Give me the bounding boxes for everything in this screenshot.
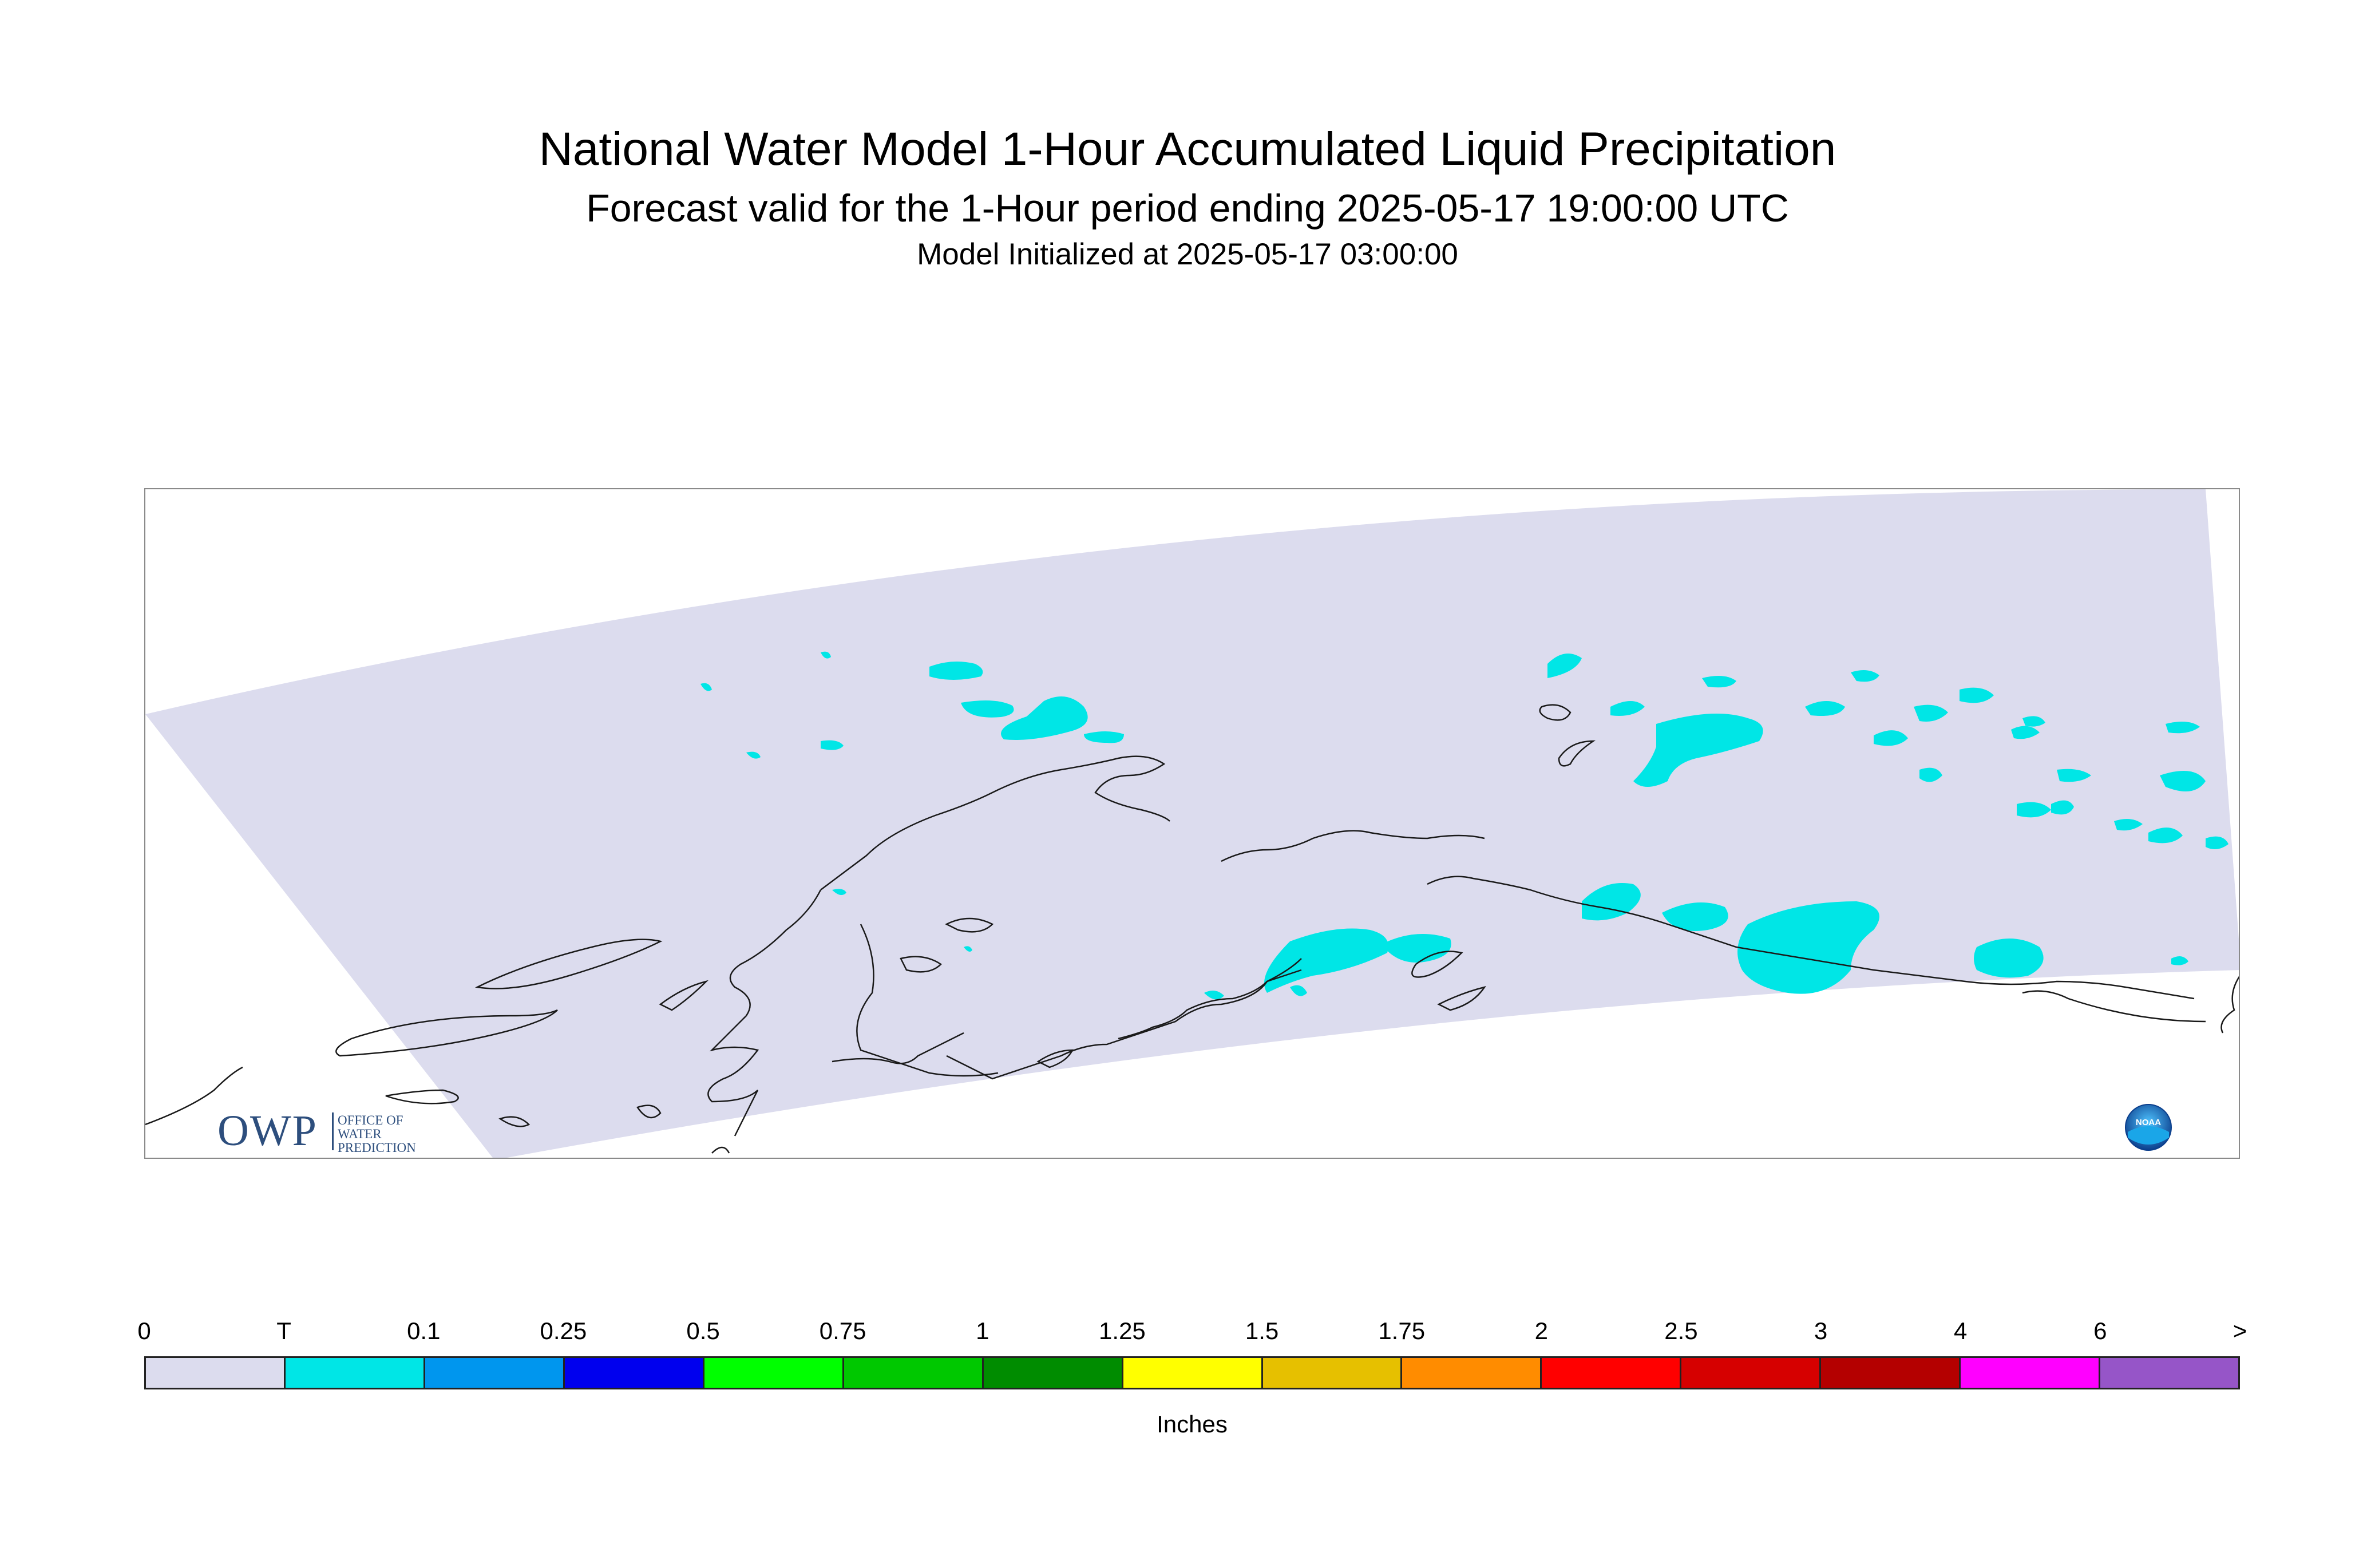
legend-tick-label: 6 bbox=[2093, 1317, 2107, 1344]
legend-swatch bbox=[1262, 1358, 1403, 1388]
legend-tick-label: 1.25 bbox=[1099, 1317, 1146, 1344]
owp-logo-line-1: OFFICE OF bbox=[338, 1113, 403, 1127]
precip-trace-areas bbox=[700, 651, 2228, 1000]
legend-swatch bbox=[425, 1358, 565, 1388]
legend-tick-label: T bbox=[276, 1317, 291, 1344]
model-domain bbox=[145, 489, 2239, 1158]
legend-tick-label: 2.5 bbox=[1664, 1317, 1698, 1344]
legend-colorbar bbox=[144, 1356, 2240, 1389]
legend-tick-label: 4 bbox=[1954, 1317, 1968, 1344]
map-subtitle: Forecast valid for the 1-Hour period end… bbox=[586, 187, 1789, 230]
legend-tick-label: > bbox=[2232, 1317, 2247, 1344]
legend-swatch bbox=[2100, 1358, 2239, 1388]
map-canvas bbox=[145, 489, 2239, 1158]
legend-swatch bbox=[1402, 1358, 1542, 1388]
coastlines bbox=[145, 704, 2239, 1154]
map-panel bbox=[144, 488, 2240, 1159]
legend-swatch bbox=[285, 1358, 425, 1388]
legend-tick-label: 0.25 bbox=[540, 1317, 587, 1344]
legend-swatch bbox=[704, 1358, 844, 1388]
legend-units: Inches bbox=[1157, 1411, 1228, 1438]
legend-tick-label: 3 bbox=[1814, 1317, 1828, 1344]
legend-swatch bbox=[146, 1358, 286, 1388]
legend-tick-label: 2 bbox=[1534, 1317, 1549, 1344]
legend-tick-label: 0.1 bbox=[407, 1317, 441, 1344]
legend-tick-label: 0 bbox=[137, 1317, 151, 1344]
legend-tick-label: 0.5 bbox=[686, 1317, 720, 1344]
legend-swatch bbox=[564, 1358, 704, 1388]
owp-logo-line-3: PREDICTION bbox=[338, 1141, 416, 1155]
legend-swatch bbox=[1681, 1358, 1822, 1388]
legend-tick-label: 1.75 bbox=[1378, 1317, 1426, 1344]
legend-tick-label: 1 bbox=[976, 1317, 989, 1344]
legend-tick-label: 1.5 bbox=[1245, 1317, 1279, 1344]
legend-tick-label: 0.75 bbox=[819, 1317, 866, 1344]
noaa-logo-text: NOAA bbox=[2136, 1118, 2161, 1127]
owp-logo-text: OWP bbox=[217, 1107, 318, 1155]
legend-swatch bbox=[1961, 1358, 2101, 1388]
legend-swatch bbox=[1123, 1358, 1263, 1388]
legend-swatch bbox=[983, 1358, 1123, 1388]
legend-swatch bbox=[1542, 1358, 1682, 1388]
legend-swatch bbox=[844, 1358, 984, 1388]
owp-logo-line-2: WATER bbox=[338, 1127, 382, 1141]
map-title: National Water Model 1-Hour Accumulated … bbox=[539, 123, 1836, 175]
color-legend: 0 T 0.1 0.25 0.5 0.75 1 1.25 1.5 1.75 2 2.5 3 4 6 > Inc… bbox=[137, 1317, 2247, 1438]
legend-swatch bbox=[1821, 1358, 1961, 1388]
model-init-line: Model Initialized at 2025-05-17 03:00:00 bbox=[917, 237, 1458, 271]
noaa-logo: NOAA bbox=[2125, 1104, 2172, 1151]
owp-logo-divider bbox=[332, 1112, 334, 1150]
